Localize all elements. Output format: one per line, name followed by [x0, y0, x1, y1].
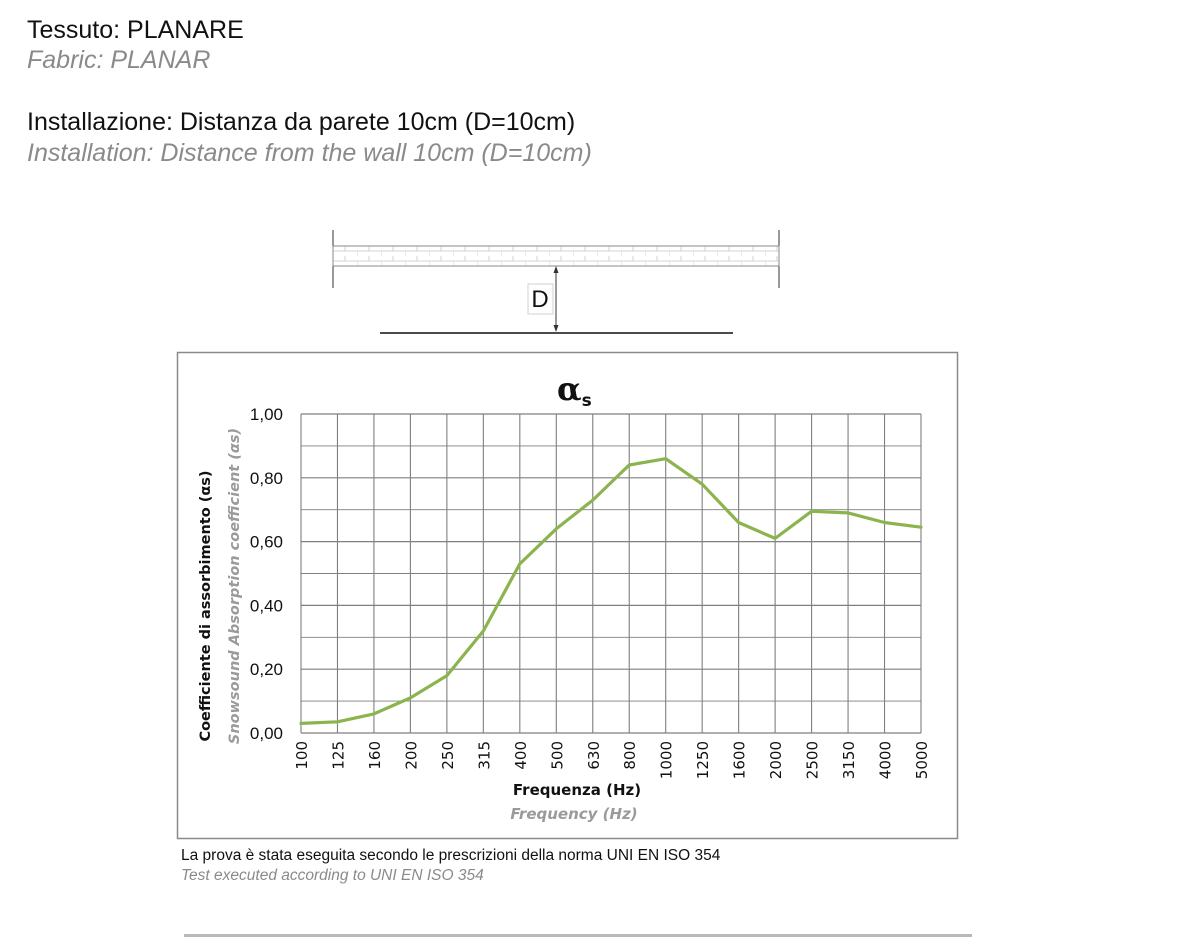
x-tick-label: 250 — [439, 741, 457, 770]
x-tick-label: 3150 — [840, 741, 858, 779]
y-tick-label: 0,20 — [250, 660, 283, 679]
y-axis-label-english: Snowsound Absorption coefficient (αs) — [227, 428, 243, 744]
test-note-english: Test executed according to UNI EN ISO 35… — [181, 867, 484, 884]
data-point — [700, 482, 704, 486]
arrow-head-down-icon — [553, 325, 559, 332]
series-alpha-s — [299, 457, 923, 726]
data-point — [810, 510, 813, 513]
data-point — [846, 511, 850, 515]
series-line — [299, 457, 923, 726]
data-point — [591, 498, 594, 502]
x-tick-label: 800 — [621, 741, 639, 770]
data-point — [773, 537, 777, 540]
chart-frame — [176, 351, 959, 840]
y-axis-ticks: 0,00 0,20 0,40 0,60 0,80 1,00 — [250, 405, 283, 743]
x-tick-label: 630 — [585, 741, 603, 770]
data-point — [628, 463, 631, 467]
distance-label: D — [531, 286, 548, 313]
chart-title-subscript: s — [582, 391, 592, 411]
x-axis-label: Frequenza (Hz) — [513, 781, 641, 799]
x-tick-label: 500 — [548, 741, 566, 770]
y-tick-label: 0,80 — [250, 469, 283, 488]
x-tick-label: 2000 — [767, 741, 785, 779]
x-tick-label: 1250 — [694, 741, 712, 779]
y-tick-label: 1,00 — [250, 405, 283, 424]
chart-title-symbol: α — [557, 370, 582, 408]
data-point — [919, 526, 923, 529]
data-point — [482, 629, 485, 633]
data-point — [518, 562, 522, 566]
x-tick-label: 400 — [512, 741, 530, 770]
installation-title-english: Installation: Distance from the wall 10c… — [27, 139, 592, 167]
data-point — [372, 712, 376, 716]
y-tick-label: 0,60 — [250, 533, 283, 552]
x-tick-label: 1600 — [731, 741, 749, 779]
x-tick-label: 125 — [329, 741, 347, 770]
test-note: La prova è stata eseguita secondo le pre… — [181, 847, 721, 864]
y-axis-label: Coefficiente di assorbimento (αs) — [198, 470, 214, 741]
data-point — [445, 674, 449, 677]
data-point — [299, 722, 303, 725]
x-tick-label: 160 — [366, 741, 384, 770]
x-tick-label: 1000 — [658, 741, 676, 779]
installation-title: Installazione: Distanza da parete 10cm (… — [27, 108, 576, 136]
data-point — [336, 720, 339, 724]
x-tick-label: 315 — [475, 741, 493, 770]
fabric-title-english: Fabric: PLANAR — [27, 46, 211, 74]
y-tick-label: 0,40 — [250, 596, 283, 615]
fabric-title: Tessuto: PLANARE — [27, 16, 244, 44]
x-tick-label: 2500 — [804, 741, 822, 779]
x-axis-ticks: 100 125 160 200 250 315 400 500 630 800 1000 1250 16… — [293, 741, 931, 779]
x-tick-label: 5000 — [913, 741, 931, 779]
arrow-head-up-icon — [553, 266, 559, 273]
data-point — [737, 521, 740, 524]
installation-diagram: D — [332, 230, 780, 334]
chart-grid — [300, 413, 922, 734]
x-tick-label: 200 — [402, 741, 420, 770]
bottom-divider — [184, 934, 972, 937]
x-tick-label: 100 — [293, 741, 311, 770]
data-point — [883, 521, 886, 524]
x-tick-label: 4000 — [877, 741, 895, 779]
y-tick-label: 0,00 — [250, 724, 283, 743]
data-point — [664, 457, 667, 460]
chart-title: αs — [557, 370, 592, 411]
data-point — [555, 527, 558, 531]
wall — [332, 245, 780, 267]
x-axis-label-english: Frequency (Hz) — [510, 805, 637, 823]
data-point — [409, 696, 412, 700]
